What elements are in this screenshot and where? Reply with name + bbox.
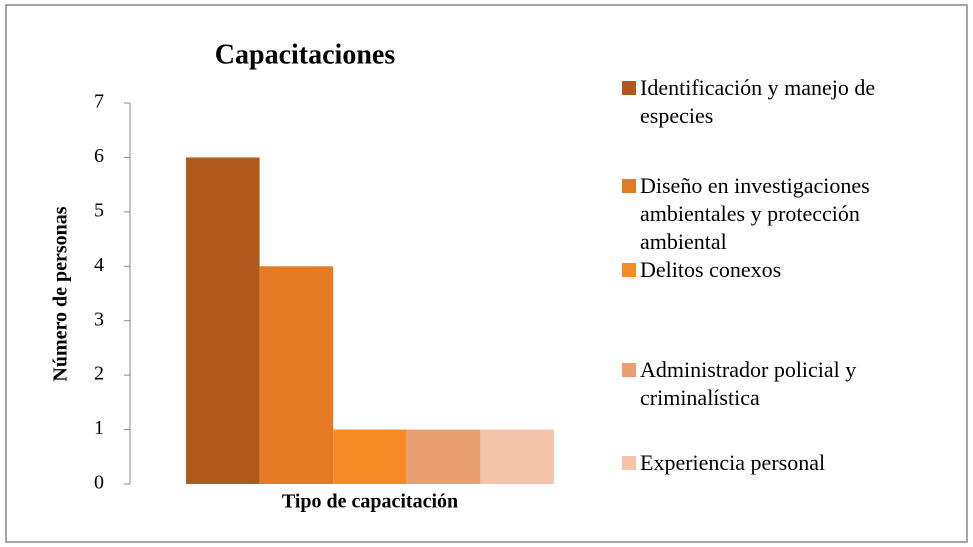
y-tick-label: 6 — [94, 145, 104, 167]
y-tick-label: 0 — [94, 472, 104, 494]
y-tick-label: 7 — [94, 91, 104, 113]
chart-title: Capacitaciones — [215, 39, 396, 70]
bar — [186, 157, 260, 484]
legend-swatch — [622, 363, 636, 377]
x-axis-label: Tipo de capacitación — [282, 491, 458, 513]
legend-swatch — [622, 456, 636, 470]
legend-item: Identificación y manejo de especies — [622, 74, 952, 130]
legend-swatch — [622, 179, 636, 193]
legend-item: Administrador policial y criminalística — [622, 356, 952, 412]
y-tick-label: 2 — [94, 363, 104, 385]
y-tick-label: 5 — [94, 199, 104, 221]
legend-label: Identificación y manejo de especies — [640, 75, 876, 128]
legend-label: Administrador policial y criminalística — [640, 357, 857, 410]
y-tick-label: 4 — [94, 254, 104, 276]
chart-border — [5, 4, 968, 543]
legend-swatch — [622, 263, 636, 277]
bar — [333, 429, 407, 484]
y-axis-label: Número de personas — [50, 206, 72, 381]
legend-label: Delitos conexos — [640, 257, 782, 282]
legend-label: Experiencia personal — [640, 450, 826, 475]
legend-label: Diseño en investigaciones ambientales y … — [640, 173, 870, 254]
legend-swatch — [622, 81, 636, 95]
bar — [259, 266, 334, 484]
bar — [406, 429, 481, 484]
legend-item: Diseño en investigaciones ambientales y … — [622, 172, 952, 256]
legend-item: Delitos conexos — [622, 256, 952, 284]
y-tick-label: 1 — [94, 417, 104, 439]
y-tick-label: 3 — [94, 308, 104, 330]
legend-item: Experiencia personal — [622, 449, 952, 477]
bar — [480, 429, 554, 484]
